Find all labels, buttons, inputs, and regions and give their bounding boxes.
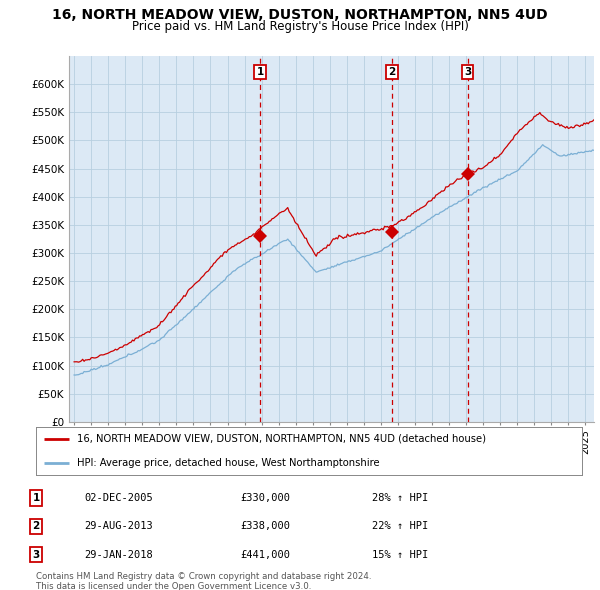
Text: 1: 1 bbox=[32, 493, 40, 503]
Text: 2: 2 bbox=[389, 67, 396, 77]
Text: 16, NORTH MEADOW VIEW, DUSTON, NORTHAMPTON, NN5 4UD: 16, NORTH MEADOW VIEW, DUSTON, NORTHAMPT… bbox=[52, 8, 548, 22]
Text: 29-JAN-2018: 29-JAN-2018 bbox=[84, 550, 153, 559]
Text: 15% ↑ HPI: 15% ↑ HPI bbox=[372, 550, 428, 559]
Text: Price paid vs. HM Land Registry's House Price Index (HPI): Price paid vs. HM Land Registry's House … bbox=[131, 20, 469, 33]
Text: 28% ↑ HPI: 28% ↑ HPI bbox=[372, 493, 428, 503]
Text: £441,000: £441,000 bbox=[240, 550, 290, 559]
Text: 29-AUG-2013: 29-AUG-2013 bbox=[84, 522, 153, 531]
Text: Contains HM Land Registry data © Crown copyright and database right 2024.
This d: Contains HM Land Registry data © Crown c… bbox=[36, 572, 371, 590]
Text: HPI: Average price, detached house, West Northamptonshire: HPI: Average price, detached house, West… bbox=[77, 458, 380, 468]
Text: 3: 3 bbox=[464, 67, 471, 77]
Text: 02-DEC-2005: 02-DEC-2005 bbox=[84, 493, 153, 503]
Text: 22% ↑ HPI: 22% ↑ HPI bbox=[372, 522, 428, 531]
Text: 1: 1 bbox=[257, 67, 264, 77]
Text: £330,000: £330,000 bbox=[240, 493, 290, 503]
Text: 3: 3 bbox=[32, 550, 40, 559]
Text: 2: 2 bbox=[32, 522, 40, 531]
Text: 16, NORTH MEADOW VIEW, DUSTON, NORTHAMPTON, NN5 4UD (detached house): 16, NORTH MEADOW VIEW, DUSTON, NORTHAMPT… bbox=[77, 434, 486, 444]
Text: £338,000: £338,000 bbox=[240, 522, 290, 531]
